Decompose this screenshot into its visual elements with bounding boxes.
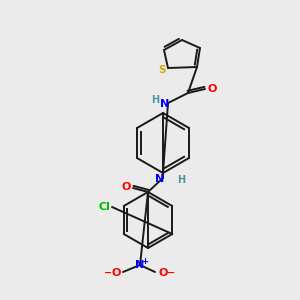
Text: H: H: [177, 175, 185, 185]
Text: N: N: [160, 99, 169, 109]
Text: O: O: [121, 182, 131, 192]
Text: N: N: [155, 174, 165, 184]
Text: N: N: [135, 260, 145, 270]
Text: O: O: [111, 268, 121, 278]
Text: +: +: [142, 256, 148, 266]
Text: Cl: Cl: [98, 202, 110, 212]
Text: S: S: [158, 65, 166, 75]
Text: H: H: [151, 95, 159, 105]
Text: O: O: [207, 84, 217, 94]
Text: −: −: [104, 268, 112, 278]
Text: −: −: [167, 268, 175, 278]
Text: O: O: [158, 268, 168, 278]
